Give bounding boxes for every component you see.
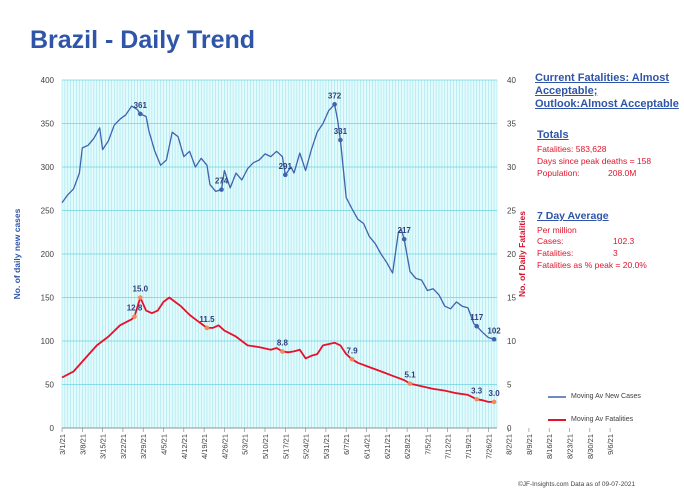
x-tick-label: 5/31/21 (322, 434, 331, 459)
y-tick-label: 50 (45, 381, 54, 390)
cases-marker (283, 172, 288, 178)
y2-tick-label: 25 (507, 207, 516, 216)
fatalities-marker (132, 314, 137, 319)
y2-tick-label: 20 (507, 250, 516, 259)
y-tick-label: 350 (41, 120, 55, 129)
cases-marker (332, 102, 337, 107)
x-tick-label: 3/22/21 (119, 434, 128, 459)
x-tick-label: 8/30/21 (586, 434, 595, 459)
x-tick-label: 4/12/21 (180, 434, 189, 459)
totals-heading: Totals (537, 129, 569, 141)
x-tick-label: 7/12/21 (444, 434, 453, 459)
avg-fatalities-value: 3 (613, 248, 618, 258)
data-label: 102 (487, 326, 501, 335)
y2-tick-label: 0 (507, 424, 512, 433)
data-label: 3.0 (489, 389, 501, 398)
x-tick-label: 8/9/21 (525, 434, 534, 455)
y2-axis-title: No. of Daily Fatalities (517, 211, 527, 297)
x-tick-label: 6/28/21 (403, 434, 412, 459)
data-label: 7.9 (346, 346, 358, 355)
y2-tick-label: 10 (507, 337, 516, 346)
y-tick-label: 0 (50, 424, 55, 433)
legend-fatalities-label: Moving Av Fatalities (571, 416, 634, 423)
cases-series-line (61, 103, 495, 340)
x-tick-label: 3/8/21 (78, 434, 87, 455)
y2-tick-label: 5 (507, 381, 512, 390)
x-tick-label: 8/16/21 (545, 434, 554, 459)
x-tick-label: 4/5/21 (160, 434, 169, 455)
x-tick-label: 6/14/21 (363, 434, 372, 459)
fatalities-marker (491, 399, 497, 405)
x-tick-label: 5/3/21 (241, 434, 250, 455)
data-label: 3.3 (471, 386, 483, 395)
x-tick-label: 7/5/21 (423, 434, 432, 455)
data-label: 331 (334, 127, 348, 136)
chart-title: Brazil - Daily Trend (30, 26, 256, 54)
data-label: 217 (398, 226, 412, 235)
cases-marker (401, 236, 407, 242)
x-tick-label: 6/21/21 (383, 434, 392, 459)
data-label: 117 (470, 313, 483, 322)
y2-tick-label: 40 (507, 76, 516, 85)
y2-tick-label: 35 (507, 120, 516, 129)
y-tick-label: 300 (41, 163, 55, 172)
cases-marker (338, 137, 343, 143)
totals-population-value: 208.0M (608, 168, 637, 178)
data-label: 15.0 (133, 285, 149, 294)
cases-marker (474, 323, 480, 329)
x-tick-label: 8/2/21 (505, 434, 514, 455)
x-tick-label: 4/26/21 (220, 434, 229, 459)
data-label: 372 (328, 91, 342, 100)
avg-fatalities-label: Fatalities: (537, 248, 574, 258)
avg-heading: 7 Day Average (537, 210, 609, 222)
fatalities-marker (407, 381, 413, 386)
fatalities-marker (474, 396, 480, 402)
y-tick-label: 250 (41, 207, 55, 216)
x-tick-label: 6/7/21 (342, 434, 351, 455)
x-tick-label: 7/19/21 (464, 434, 473, 459)
x-tick-label: 9/6/21 (606, 434, 615, 455)
x-tick-label: 5/10/21 (261, 434, 270, 459)
y-tick-label: 400 (41, 76, 55, 85)
x-tick-label: 3/29/21 (139, 434, 148, 459)
cases-marker (138, 111, 143, 117)
cases-marker (219, 187, 224, 192)
y2-tick-label: 30 (507, 163, 516, 172)
legend-cases-label: Moving Av New Cases (571, 393, 641, 400)
y-tick-label: 150 (41, 294, 55, 303)
y-axis-title: No. of daily new cases (12, 208, 22, 299)
fatalities-marker (138, 295, 143, 300)
data-label: 12.8 (127, 304, 143, 313)
totals-fatalities: Fatalities: 583,628 (537, 144, 607, 154)
footer-credit: ©JF-Insights.com Data as of 09-07-2021 (518, 481, 636, 488)
data-label: 5.1 (404, 371, 416, 380)
data-label: 361 (134, 101, 148, 110)
fatalities-marker (280, 349, 285, 354)
status-text: Current Fatalities: Almost Acceptable; O… (535, 72, 679, 110)
y-tick-label: 100 (41, 337, 55, 346)
x-tick-label: 5/24/21 (302, 434, 311, 459)
totals-population-label: Population: (537, 168, 580, 178)
totals-days-since-peak: Days since peak deaths = 158 (537, 156, 652, 166)
fatalities-marker (349, 356, 355, 362)
x-tick-label: 8/23/21 (566, 434, 575, 459)
y2-tick-label: 15 (507, 294, 516, 303)
x-tick-label: 7/26/21 (484, 434, 493, 459)
avg-per-million: Per million (537, 225, 577, 235)
avg-cases-label: Cases: (537, 236, 564, 246)
x-tick-label: 3/15/21 (99, 434, 108, 459)
data-label: 274 (215, 177, 229, 186)
x-tick-label: 5/17/21 (281, 434, 290, 459)
avg-pct-peak: Fatalities as % peak = 20.0% (537, 260, 647, 270)
avg-cases-value: 102.3 (613, 236, 635, 246)
data-label: 291 (279, 162, 293, 171)
fatalities-marker (204, 325, 210, 331)
data-label: 8.8 (277, 338, 289, 347)
y-tick-label: 200 (41, 250, 55, 259)
x-tick-label: 4/19/21 (200, 434, 209, 459)
data-label: 11.5 (199, 315, 215, 324)
x-tick-label: 3/1/21 (58, 434, 67, 455)
cases-marker (491, 336, 497, 342)
